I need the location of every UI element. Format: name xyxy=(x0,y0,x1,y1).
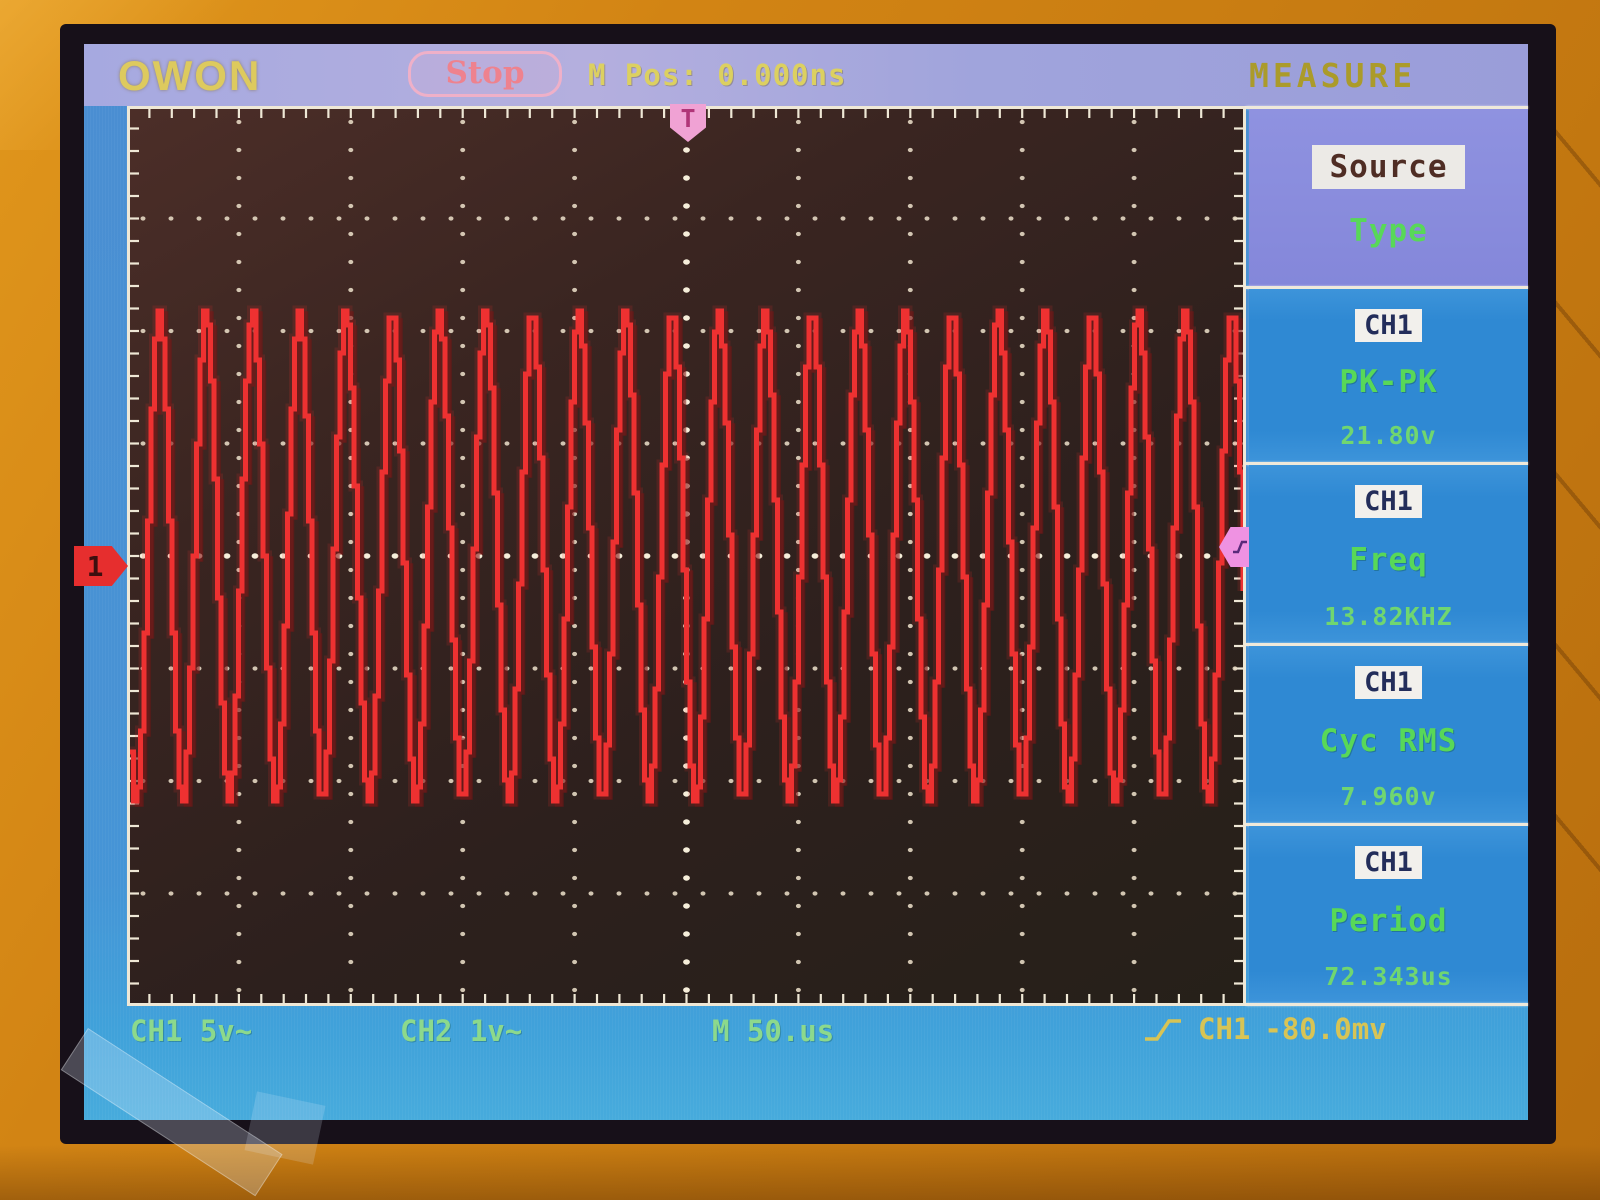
trigger-position-label: T xyxy=(680,104,696,133)
graticule-display xyxy=(127,106,1246,1006)
menu-separator xyxy=(1246,286,1528,289)
brand-logo: OWON xyxy=(118,52,262,99)
menu-separator xyxy=(1246,643,1528,646)
ch1-scale-readout: CH1 5v~ xyxy=(130,1014,253,1048)
measurement-label: Period xyxy=(1329,902,1448,939)
menu-separator xyxy=(1246,823,1528,826)
menu-box-cyc-rms[interactable]: CH1 Cyc RMS 7.960v xyxy=(1249,646,1528,823)
menu-item-type[interactable]: Type xyxy=(1349,213,1428,249)
ch1-ground-label: 1 xyxy=(86,549,104,583)
channel-badge: CH1 xyxy=(1355,846,1422,879)
menu-separator xyxy=(1246,1003,1528,1006)
measurement-value: 72.343us xyxy=(1324,962,1453,991)
menu-box-freq[interactable]: CH1 Freq 13.82KHZ xyxy=(1249,465,1528,643)
trigger-position-readout: M Pos: 0.000ns xyxy=(588,58,847,92)
channel-badge: CH1 xyxy=(1355,309,1422,342)
measurement-value: 21.80v xyxy=(1340,421,1437,450)
menu-box-source-type[interactable]: Source Type xyxy=(1249,109,1528,286)
channel-badge: CH1 xyxy=(1355,666,1422,699)
measurement-value: 7.960v xyxy=(1340,782,1437,811)
trigger-level-readout: -80.0mv xyxy=(1264,1012,1387,1046)
trigger-readout-group: CH1 -80.0mv xyxy=(1142,1012,1387,1046)
acquisition-status-badge: Stop xyxy=(408,51,562,97)
menu-item-source[interactable]: Source xyxy=(1311,145,1466,189)
menu-separator xyxy=(1246,462,1528,465)
measurement-label: PK-PK xyxy=(1339,363,1438,400)
ch2-scale-readout: CH2 1v~ xyxy=(400,1014,523,1048)
menu-title: MEASURE xyxy=(1249,56,1417,95)
measurement-label: Cyc RMS xyxy=(1319,722,1458,759)
trigger-source-readout: CH1 xyxy=(1198,1012,1251,1046)
menu-box-period[interactable]: CH1 Period 72.343us xyxy=(1249,826,1528,1003)
ch1-waveform-trace xyxy=(130,305,1243,807)
measurement-value: 13.82KHZ xyxy=(1324,602,1453,631)
ch1-ground-marker[interactable]: 1 xyxy=(74,546,128,586)
trigger-slope-icon xyxy=(1145,1019,1181,1041)
bezel-shade xyxy=(0,1145,1600,1200)
menu-separator xyxy=(1246,106,1528,109)
measurement-label: Freq xyxy=(1349,542,1428,578)
channel-badge: CH1 xyxy=(1355,485,1422,518)
trigger-slope-mini-icon xyxy=(1232,540,1247,554)
top-status-bar xyxy=(84,44,1528,106)
timebase-readout: M 50.us xyxy=(712,1014,835,1048)
menu-box-pkpk[interactable]: CH1 PK-PK 21.80v xyxy=(1249,289,1528,462)
